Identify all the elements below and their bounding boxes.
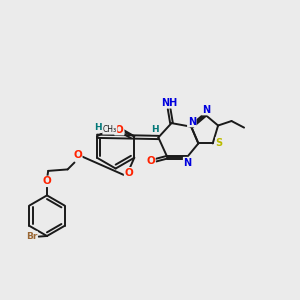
- Text: O: O: [146, 156, 155, 166]
- Text: N: N: [188, 117, 196, 127]
- Text: Br: Br: [26, 232, 37, 241]
- Text: O: O: [43, 176, 51, 186]
- Text: CH₃: CH₃: [103, 125, 117, 134]
- Text: O: O: [124, 168, 133, 178]
- Text: NH: NH: [161, 98, 177, 108]
- Text: O: O: [115, 125, 124, 135]
- Text: N: N: [184, 158, 192, 167]
- Text: H: H: [94, 123, 102, 132]
- Text: O: O: [73, 150, 82, 160]
- Text: S: S: [216, 138, 223, 148]
- Text: H: H: [152, 124, 159, 134]
- Text: N: N: [202, 105, 210, 115]
